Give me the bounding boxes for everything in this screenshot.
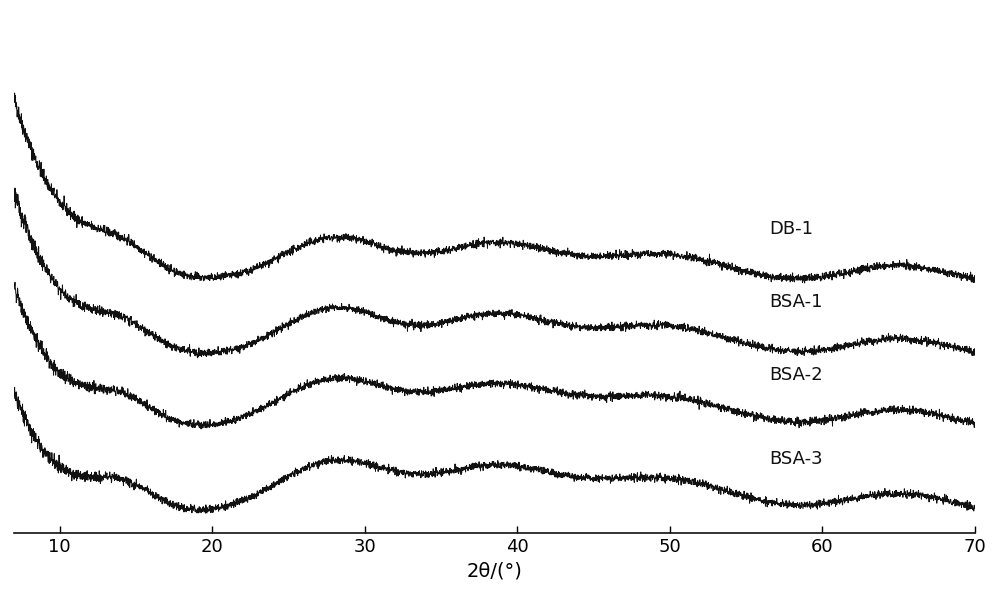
Text: BSA-2: BSA-2 bbox=[769, 366, 822, 384]
X-axis label: 2θ/(°): 2θ/(°) bbox=[466, 561, 522, 580]
Text: BSA-3: BSA-3 bbox=[769, 450, 822, 468]
Text: BSA-1: BSA-1 bbox=[769, 293, 822, 311]
Text: DB-1: DB-1 bbox=[769, 220, 813, 238]
